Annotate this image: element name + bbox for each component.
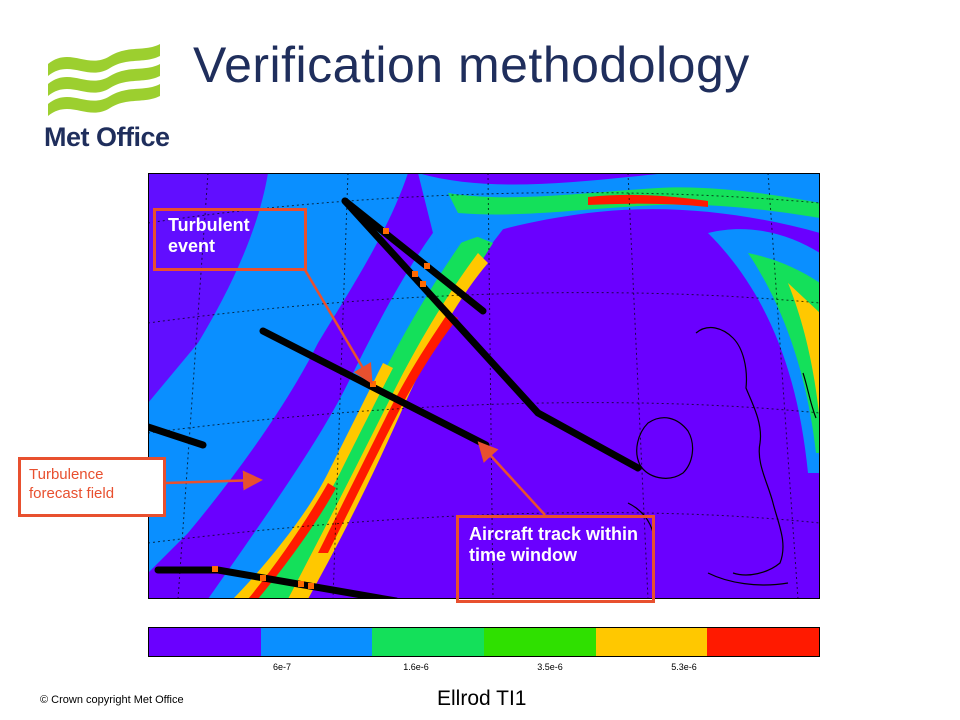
colorbar-segment	[484, 628, 596, 656]
turbulent-event-callout: Turbulent event	[153, 208, 307, 271]
colorbar-tick: 5.3e-6	[671, 662, 697, 672]
colorbar-segment	[149, 628, 261, 656]
colorbar-caption: Ellrod TI1	[437, 687, 527, 710]
colorbar-tick: 1.6e-6	[403, 662, 429, 672]
colorbar-segment	[707, 628, 820, 656]
colorbar-segment	[260, 628, 373, 656]
page-title: Verification methodology	[193, 37, 750, 93]
colorbar-tick: 3.5e-6	[537, 662, 563, 672]
turbulence-forecast-map	[148, 173, 820, 599]
forecast-field-callout: Turbulence forecast field	[18, 457, 166, 517]
colorbar	[148, 627, 820, 657]
copyright-notice: © Crown copyright Met Office	[40, 694, 184, 706]
colorbar-segment	[595, 628, 708, 656]
aircraft-track-callout: Aircraft track within time window	[456, 515, 655, 603]
colorbar-tick: 6e-7	[272, 662, 292, 672]
logo-wordmark: Met Office	[44, 122, 170, 152]
colorbar-segment	[372, 628, 485, 656]
met-office-logo	[48, 44, 160, 116]
